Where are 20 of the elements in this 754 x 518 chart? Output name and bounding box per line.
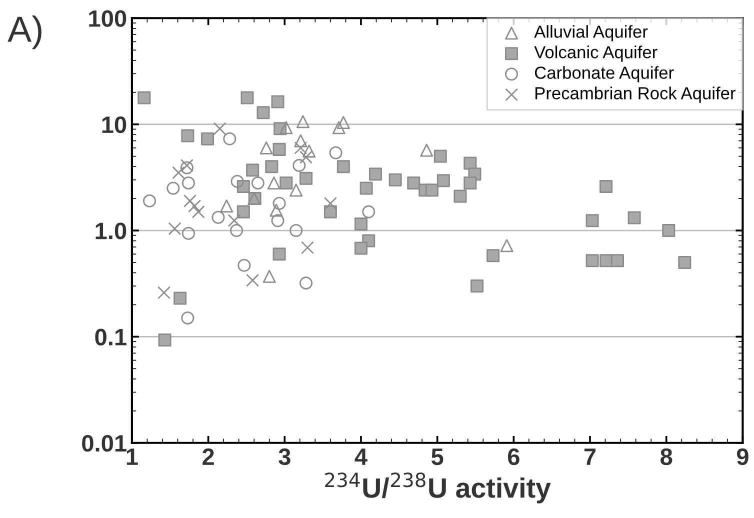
y-tick-label: 100 bbox=[89, 10, 126, 27]
x-tick-label: 5 bbox=[431, 448, 444, 466]
legend-label: Carbonate Aquifer bbox=[534, 66, 674, 82]
x-tick-label: 7 bbox=[584, 448, 596, 465]
x-tick-label: 2 bbox=[202, 448, 214, 465]
text: A) bbox=[8, 16, 42, 50]
x-tick-label: 3 bbox=[278, 448, 290, 466]
legend-label: Precambrian Rock Aquifer bbox=[536, 86, 736, 103]
x-tick-label: 9 bbox=[736, 448, 748, 466]
x-tick-label: 6 bbox=[508, 448, 520, 466]
legend-label: Volcanic Aquifer bbox=[534, 46, 658, 62]
x-tick-label: 8 bbox=[660, 448, 672, 466]
y-tick-label: 0.1 bbox=[95, 328, 126, 346]
x-tick-label: 1 bbox=[126, 448, 138, 465]
y-tick-label: 10 bbox=[102, 116, 126, 134]
y-tick-label: 0.01 bbox=[82, 434, 126, 452]
legend-label: Alluvial Aquifer bbox=[534, 25, 648, 42]
x-tick-label: 4 bbox=[354, 448, 368, 465]
x-axis-title: $^{234}$U/$^{238}$U activity bbox=[325, 472, 551, 504]
y-tick-label: 1.0 bbox=[96, 222, 126, 240]
